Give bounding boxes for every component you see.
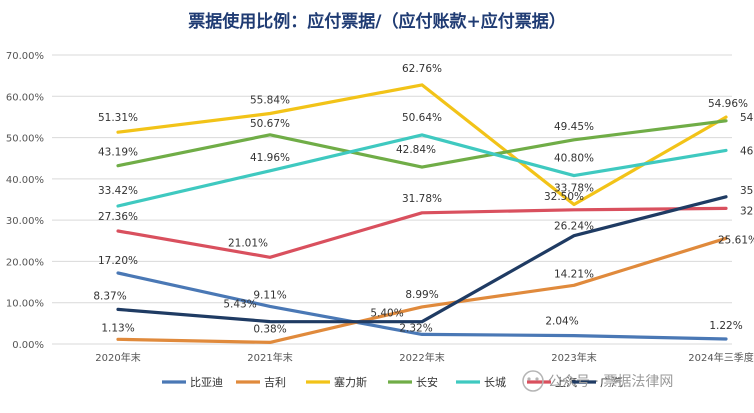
data-label: 50.67%	[250, 118, 290, 130]
data-label: 50.64%	[402, 112, 442, 124]
data-label: 31.78%	[402, 193, 442, 205]
series-line-0	[116, 271, 728, 341]
y-tick-label: 40.00%	[6, 175, 44, 186]
data-label: 54.06%	[740, 112, 754, 124]
series-line-1	[116, 236, 728, 344]
y-tick-label: 30.00%	[6, 216, 44, 227]
y-tick-label: 0.00%	[12, 340, 44, 351]
legend-label: 塞力斯	[334, 375, 367, 389]
y-tick-label: 70.00%	[6, 51, 44, 62]
x-tick-label: 2024年三季度末	[688, 351, 754, 364]
x-tick-label: 2020年末	[95, 351, 140, 364]
data-label: 51.31%	[98, 112, 138, 124]
wechat-icon	[522, 370, 544, 392]
y-tick-label: 60.00%	[6, 92, 44, 103]
legend-label: 长城	[484, 376, 506, 389]
x-tick-label: 2023年末	[551, 351, 596, 364]
series-line-6	[116, 195, 728, 324]
legend-label: 吉利	[264, 376, 286, 389]
data-label: 2.04%	[545, 316, 578, 328]
data-label: 26.24%	[554, 221, 594, 233]
legend-label: 广汽	[600, 375, 622, 389]
y-tick-label: 10.00%	[6, 299, 44, 310]
wechat-icon-eye-right	[535, 377, 539, 381]
data-label: 43.19%	[98, 147, 138, 159]
data-label: 46.89%	[740, 145, 754, 157]
data-label: 14.21%	[554, 268, 594, 280]
data-label: 42.84%	[396, 144, 436, 156]
data-label: 8.37%	[93, 290, 126, 302]
legend-label: 长安	[416, 375, 438, 389]
data-label: 54.96%	[708, 98, 748, 110]
series-line-2	[116, 83, 728, 207]
data-label: 49.45%	[554, 121, 594, 133]
legend-label: 上汽	[555, 375, 577, 389]
data-label: 25.61%	[718, 234, 754, 246]
data-label: 62.76%	[402, 63, 442, 75]
legend-label: 比亚迪	[190, 376, 223, 389]
wechat-icon-eye-left	[527, 377, 531, 381]
data-label: 55.84%	[250, 94, 290, 106]
data-label: 1.22%	[709, 320, 742, 332]
x-tick-label: 2022年末	[399, 351, 444, 364]
data-label: 35.65%	[740, 185, 754, 197]
series-line-4	[116, 133, 728, 208]
series-line-5	[116, 206, 728, 259]
data-label: 1.13%	[101, 322, 134, 334]
series-lines	[116, 83, 728, 344]
data-label: 17.20%	[98, 255, 138, 267]
y-tick-label: 50.00%	[6, 134, 44, 145]
watermark-text: 公众号 · 票据法律网	[548, 374, 673, 390]
watermark: 公众号 · 票据法律网	[522, 370, 673, 392]
legend: 比亚迪 吉利 塞力斯 长安 长城 上汽 广汽	[162, 375, 622, 389]
x-tick-label: 2021年末	[247, 351, 292, 364]
data-label: 2.32%	[399, 322, 432, 334]
data-label: 27.36%	[98, 211, 138, 223]
data-label: 32.50%	[544, 191, 584, 203]
data-label: 33.42%	[98, 185, 138, 197]
data-label: 41.96%	[250, 152, 290, 164]
data-labels: 17.20% 9.11% 2.32% 2.04% 1.22% 1.13% 0.38% 8.99…	[93, 63, 754, 336]
data-label: 0.38%	[253, 323, 286, 335]
x-axis-ticks: 2020年末 2021年末 2022年末 2023年末 2024年三季度末	[95, 351, 754, 364]
data-label: 21.01%	[228, 237, 268, 249]
data-label: 5.43%	[223, 299, 256, 311]
data-label: 40.80%	[554, 153, 594, 165]
data-label: 5.40%	[370, 308, 403, 320]
data-label: 32.85%	[740, 205, 754, 217]
chart-title: 票据使用比例：应付票据/（应付账款+应付票据）	[188, 11, 565, 32]
series-line-3	[116, 119, 728, 169]
y-tick-label: 20.00%	[6, 257, 44, 268]
data-label: 8.99%	[405, 289, 438, 301]
data-label: 9.11%	[253, 289, 286, 301]
data-label: 33.78%	[554, 183, 594, 195]
gridlines	[52, 54, 732, 345]
y-axis-ticks: 0.00% 10.00% 20.00% 30.00% 40.00% 50.00% 60.00…	[6, 51, 44, 351]
